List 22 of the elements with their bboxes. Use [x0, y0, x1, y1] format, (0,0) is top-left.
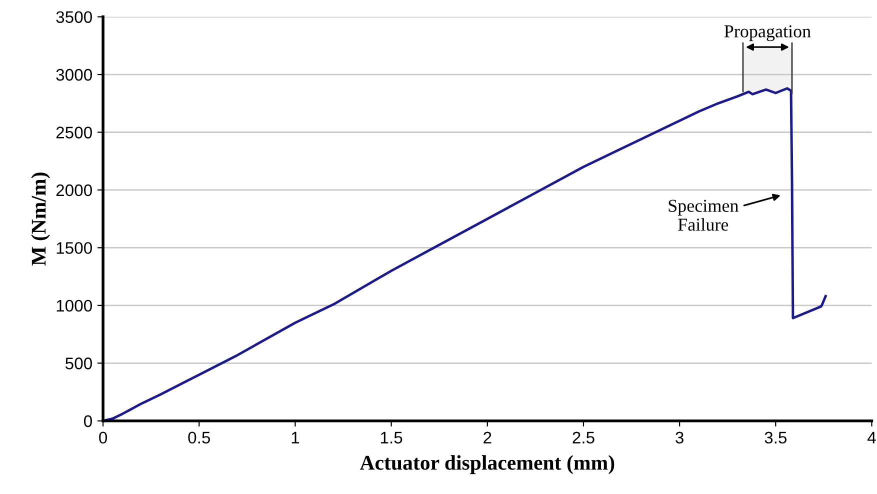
x-tick-label: 1 — [292, 432, 300, 444]
x-tick-label: 0 — [99, 432, 108, 444]
y-tick-label: 2500 — [56, 126, 92, 138]
line-series — [103, 87, 827, 421]
x-tick-label: 4 — [867, 432, 876, 444]
y-tick-label: 3500 — [56, 11, 92, 23]
y-tick-label: 500 — [65, 358, 92, 370]
y-tick-label: 0 — [84, 415, 92, 428]
x-tick-label: 3 — [676, 432, 684, 444]
x-axis-title: Actuator displacement (mm) — [360, 455, 614, 474]
band-label: Propagation — [724, 25, 811, 42]
y-tick-label: 2000 — [56, 184, 92, 196]
y-tick-label: 1000 — [56, 300, 92, 312]
x-tick-label: 1.5 — [380, 432, 402, 444]
y-axis-title: M (Nm/m) — [31, 172, 50, 266]
y-tick-label: 1500 — [56, 242, 92, 254]
annotation: Specimen Failure — [668, 200, 738, 231]
y-tick-label: 3000 — [56, 68, 92, 81]
x-tick-label: 0.5 — [188, 432, 210, 444]
x-tick-label: 3.5 — [764, 432, 787, 444]
x-tick-label: 2 — [484, 432, 492, 444]
x-tick-label: 2.5 — [572, 432, 594, 444]
